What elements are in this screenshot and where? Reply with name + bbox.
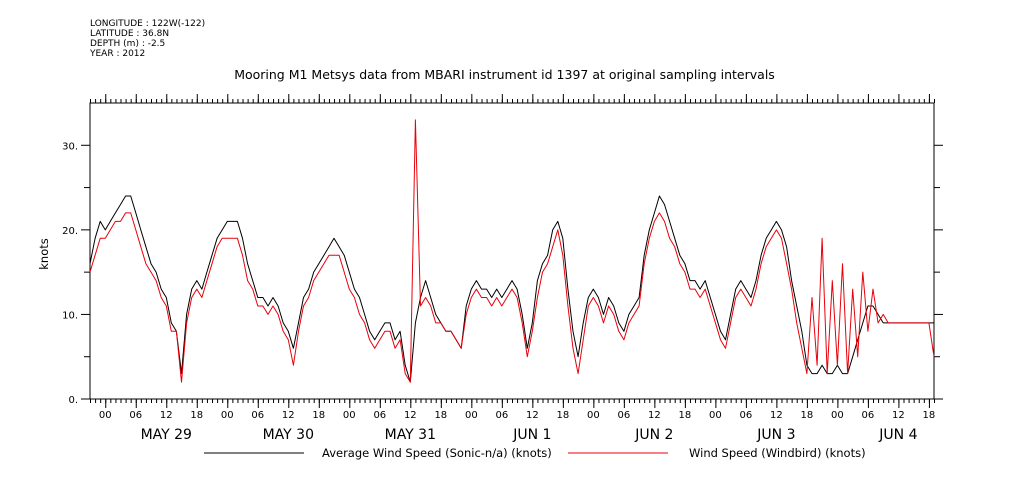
y-axis: 0. 10. 20. 30. [62, 141, 943, 406]
depth-label: DEPTH (m) : -2.5 [90, 39, 166, 49]
x-tick-label: 12 [648, 410, 661, 421]
x-tick-label: 18 [434, 410, 447, 421]
x-day-label: MAY 30 [263, 427, 314, 443]
x-tick-label: 06 [862, 410, 875, 421]
y-tick-label: 20. [62, 226, 78, 237]
x-day-label: JUN 1 [512, 427, 551, 443]
x-day-label: JUN 2 [634, 427, 673, 443]
x-tick-label: 12 [526, 410, 539, 421]
x-tick-label: 12 [404, 410, 417, 421]
x-tick-label: 12 [892, 410, 905, 421]
x-tick-label: 00 [587, 410, 600, 421]
plot-border [89, 102, 935, 400]
x-axis: 00 06 12 18 00 06 12 18 00 06 12 18 00 06 12 18 00 06 12 18… [99, 94, 935, 443]
x-day-label: JUN 3 [756, 427, 795, 443]
x-tick-label: 06 [740, 410, 753, 421]
x-day-label: JUN 4 [878, 427, 917, 443]
series-line-windbird [89, 119, 935, 383]
x-tick-label: 18 [801, 410, 814, 421]
legend: Average Wind Speed (Sonic-n/a) (knots) W… [204, 446, 866, 460]
x-tick-label: 00 [343, 410, 356, 421]
x-tick-label: 18 [923, 410, 936, 421]
x-tick-label: 06 [373, 410, 386, 421]
y-axis-label: knots [37, 238, 51, 270]
y-tick-label: 0. [68, 395, 78, 406]
x-day-label: MAY 31 [385, 427, 436, 443]
longitude-label: LONGITUDE : 122W(-122) [90, 19, 206, 29]
x-tick-label: 06 [251, 410, 264, 421]
x-tick-label: 00 [221, 410, 234, 421]
x-tick-label: 06 [495, 410, 508, 421]
legend-label-windbird: Wind Speed (Windbird) (knots) [689, 446, 866, 460]
year-label: YEAR : 2012 [90, 49, 146, 59]
x-tick-label: 18 [190, 410, 203, 421]
x-tick-label: 00 [709, 410, 722, 421]
y-tick-label: 10. [62, 310, 78, 321]
series-line-average-wind [89, 195, 934, 383]
x-tick-label: 06 [129, 410, 142, 421]
x-tick-label: 18 [556, 410, 569, 421]
x-tick-label: 12 [282, 410, 295, 421]
x-day-label: MAY 29 [141, 427, 192, 443]
x-tick-label: 12 [160, 410, 173, 421]
latitude-label: LATITUDE : 36.8N [90, 29, 170, 39]
x-tick-label: 00 [99, 410, 112, 421]
x-tick-label: 06 [617, 410, 630, 421]
x-tick-label: 12 [770, 410, 783, 421]
metadata-block: LONGITUDE : 122W(-122) LATITUDE : 36.8N … [90, 19, 205, 59]
x-tick-label: 18 [312, 410, 325, 421]
y-tick-label: 30. [62, 141, 78, 152]
x-tick-label: 00 [831, 410, 844, 421]
x-tick-label: 18 [679, 410, 692, 421]
x-tick-label: 00 [465, 410, 478, 421]
series-layer [89, 119, 935, 383]
legend-label-average-wind: Average Wind Speed (Sonic-n/a) (knots) [322, 446, 552, 460]
chart-title: Mooring M1 Metsys data from MBARI instru… [234, 67, 775, 82]
